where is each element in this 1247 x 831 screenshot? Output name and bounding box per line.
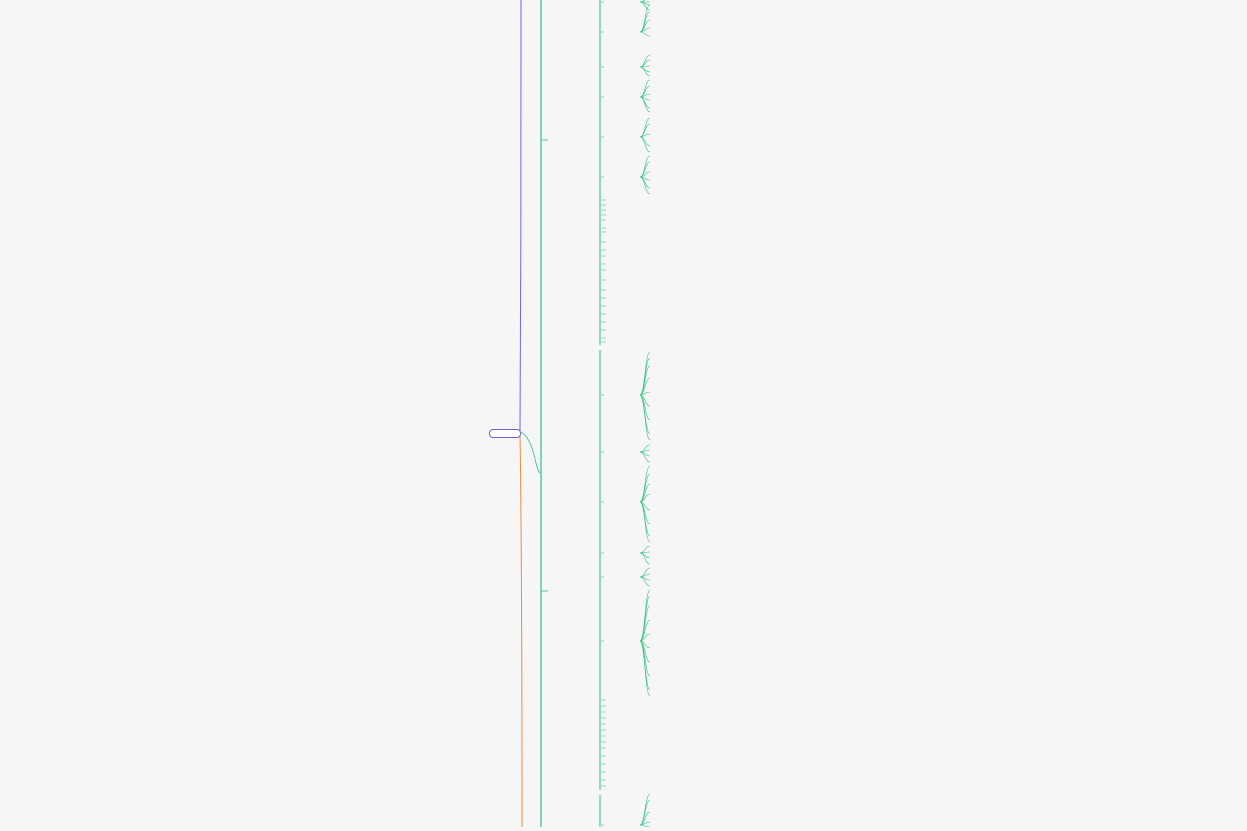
leaf-connector-8-7 [639,501,651,543]
leaf-connector-3-0 [639,79,651,98]
leaf-connector-6-0 [639,351,651,396]
leaf-connector-11-9 [639,640,651,697]
leaf-connector-0-3 [639,1,651,11]
leaf-connector-4-1 [639,123,651,138]
violet-branch-connector [519,0,522,433]
root-node[interactable] [489,429,521,438]
leaf-connector-8-0 [639,465,651,503]
leaf-connector-3-5 [639,96,651,113]
leaf-connector-11-3 [639,619,651,642]
leaf-connector-6-3 [639,377,651,396]
leaf-connector-10-3 [639,576,651,587]
leaf-connector-12-0 [639,793,651,826]
leaf-connector-12-1 [639,799,651,826]
leaf-connector-6-1 [639,357,651,396]
leaf-connector-1-1 [639,11,651,33]
leaf-connector-7-1 [639,449,651,453]
leaf-connector-2-0 [639,54,651,68]
leaf-fans [600,0,651,828]
orange-branch-connector [519,431,523,828]
leaf-connector-2-4 [639,66,651,77]
leaf-connector-8-6 [639,501,651,537]
leaf-connector-6-2 [639,365,651,396]
leaf-connector-9-3 [639,552,651,565]
leaf-connector-6-8 [639,394,651,441]
leaf-connector-7-3 [639,451,651,463]
leaf-connector-6-4 [639,391,651,396]
leaf-connector-1-4 [639,31,651,37]
green-branch-connector [520,431,541,474]
leaf-connector-5-0 [639,155,651,178]
leaf-connector-4-4 [639,136,651,153]
leaf-connector-5-5 [639,176,651,195]
leaf-connector-11-2 [639,605,651,642]
leaf-connector-8-3 [639,493,651,503]
leaf-connector-11-4 [639,633,651,642]
